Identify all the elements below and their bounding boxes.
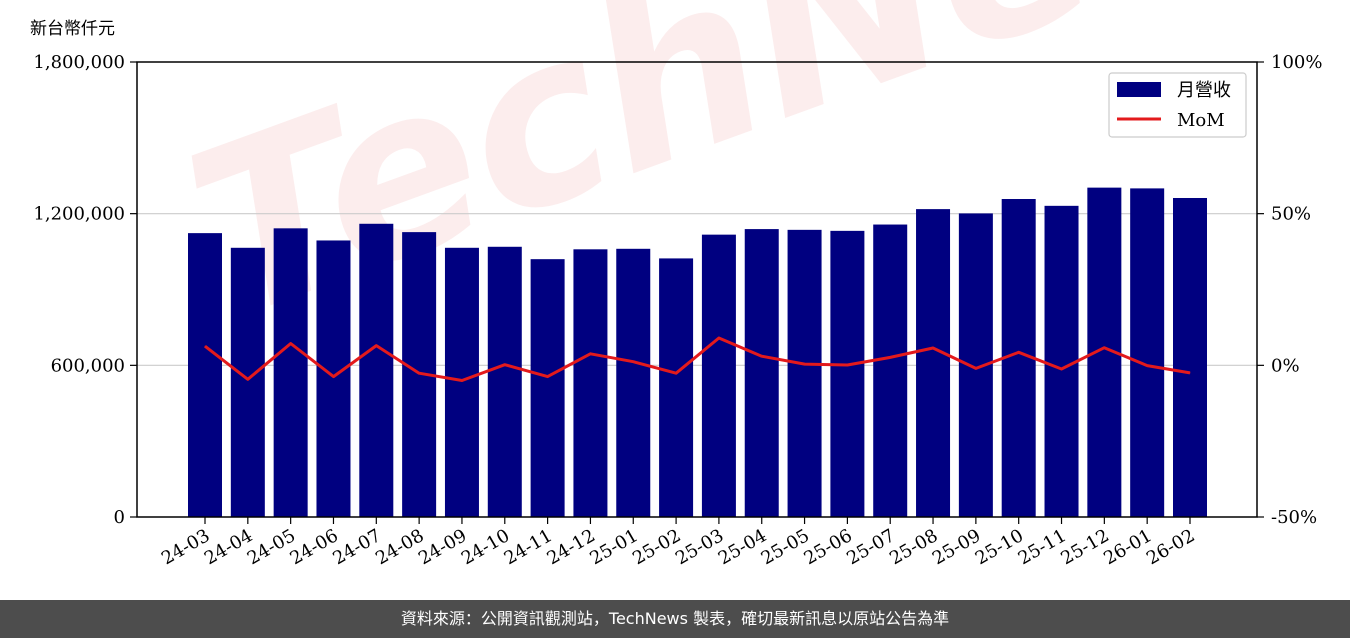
x-tick-label: 26-01 bbox=[1100, 525, 1155, 569]
bar-26-02 bbox=[1173, 197, 1207, 517]
mom-point-24-08 bbox=[418, 372, 420, 374]
bar-24-06 bbox=[316, 240, 351, 517]
x-tick-label: 25-03 bbox=[672, 525, 727, 569]
x-tick-label: 24-07 bbox=[329, 525, 384, 569]
left-axis: 0 600,000 1,200,000 1,800,000 bbox=[33, 52, 137, 528]
mom-point-26-02 bbox=[1189, 372, 1191, 374]
x-tick-label: 24-09 bbox=[415, 525, 470, 569]
legend-swatch-bar bbox=[1117, 82, 1161, 97]
mom-point-24-06 bbox=[332, 376, 334, 378]
bar-25-07 bbox=[873, 224, 908, 517]
mom-point-24-04 bbox=[247, 378, 249, 380]
mom-line bbox=[204, 336, 1191, 382]
mom-point-25-07 bbox=[889, 356, 891, 358]
right-tick-label: 0% bbox=[1271, 355, 1300, 376]
legend-label-bar: 月營收 bbox=[1177, 80, 1231, 101]
bar-25-06 bbox=[830, 230, 865, 517]
x-tick-label: 24-03 bbox=[158, 525, 213, 569]
bar-25-11 bbox=[1044, 205, 1079, 517]
bar-series bbox=[188, 187, 1207, 518]
mom-point-25-06 bbox=[846, 364, 848, 366]
x-tick-label: 24-05 bbox=[244, 525, 299, 569]
x-tick-label: 25-10 bbox=[972, 525, 1027, 569]
mom-point-25-02 bbox=[675, 372, 677, 374]
mom-point-26-01 bbox=[1146, 365, 1148, 367]
mom-point-24-09 bbox=[461, 380, 463, 381]
x-tick-label: 25-09 bbox=[929, 525, 984, 569]
bar-25-02 bbox=[659, 258, 694, 517]
bar-24-11 bbox=[530, 259, 565, 517]
mom-point-25-10 bbox=[1018, 351, 1020, 353]
x-tick-label: 24-11 bbox=[501, 525, 556, 569]
bar-24-04 bbox=[230, 247, 265, 517]
mom-point-25-08 bbox=[932, 347, 934, 349]
left-tick-label: 600,000 bbox=[51, 355, 125, 376]
x-tick-label: 24-12 bbox=[543, 525, 598, 569]
x-tick-label: 25-05 bbox=[758, 525, 813, 569]
x-axis: 24-0324-0424-0524-0624-0724-0824-0924-10… bbox=[158, 517, 1199, 569]
mom-point-25-09 bbox=[975, 367, 977, 369]
x-tick-label: 24-06 bbox=[287, 525, 342, 569]
left-tick-label: 1,200,000 bbox=[33, 204, 125, 225]
bar-25-01 bbox=[616, 248, 651, 517]
bar-24-05 bbox=[273, 228, 308, 518]
revenue-chart: 0 600,000 1,200,000 1,800,000 -50% 0% 50% 100%… bbox=[33, 52, 1322, 569]
x-tick-label: 25-08 bbox=[886, 525, 941, 569]
bar-26-01 bbox=[1130, 188, 1165, 517]
x-tick-label: 25-02 bbox=[629, 525, 684, 569]
mom-point-24-07 bbox=[375, 345, 377, 347]
bar-24-09 bbox=[444, 247, 479, 517]
right-tick-label: 50% bbox=[1271, 204, 1311, 225]
x-tick-label: 25-04 bbox=[715, 525, 770, 569]
footer-source-note: 資料來源：公開資訊觀測站，TechNews 製表，確切最新訊息以原站公告為準 bbox=[0, 600, 1350, 638]
mom-point-24-10 bbox=[504, 364, 506, 366]
bar-25-04 bbox=[744, 229, 779, 517]
right-tick-label: -50% bbox=[1271, 507, 1317, 528]
bar-24-12 bbox=[573, 249, 608, 517]
bar-25-05 bbox=[787, 229, 822, 517]
x-tick-label: 25-06 bbox=[800, 525, 855, 569]
x-tick-label: 24-04 bbox=[201, 525, 256, 569]
legend: 月營收 MoM bbox=[1108, 72, 1247, 138]
bar-25-03 bbox=[701, 234, 736, 517]
bar-24-10 bbox=[487, 246, 522, 517]
bar-24-03 bbox=[188, 233, 222, 517]
mom-point-25-04 bbox=[761, 355, 763, 357]
x-tick-label: 25-07 bbox=[843, 525, 898, 569]
mom-point-24-05 bbox=[290, 342, 292, 344]
mom-point-24-12 bbox=[589, 353, 591, 355]
line-series bbox=[204, 336, 1191, 382]
mom-point-24-03 bbox=[204, 345, 206, 347]
mom-point-25-03 bbox=[718, 337, 720, 339]
left-tick-label: 1,800,000 bbox=[33, 52, 125, 73]
mom-point-25-11 bbox=[1061, 368, 1063, 370]
left-tick-label: 0 bbox=[114, 507, 125, 528]
bar-24-07 bbox=[359, 223, 394, 517]
bar-25-08 bbox=[916, 209, 951, 517]
plot-frame bbox=[136, 61, 1258, 518]
x-tick-label: 24-10 bbox=[458, 525, 513, 569]
x-tick-label: 26-02 bbox=[1143, 525, 1198, 569]
legend-label-line: MoM bbox=[1177, 110, 1225, 131]
right-axis: -50% 0% 50% 100% bbox=[1257, 52, 1322, 528]
right-tick-label: 100% bbox=[1271, 52, 1322, 73]
mom-point-25-12 bbox=[1103, 347, 1105, 349]
y-axis-unit-label: 新台幣仟元 bbox=[30, 19, 115, 39]
mom-point-25-01 bbox=[632, 361, 634, 363]
mom-point-24-11 bbox=[547, 376, 549, 378]
x-tick-label: 25-12 bbox=[1057, 525, 1112, 569]
x-tick-label: 25-01 bbox=[586, 525, 641, 569]
mom-point-25-05 bbox=[804, 363, 806, 365]
x-tick-label: 24-08 bbox=[372, 525, 427, 569]
x-tick-label: 25-11 bbox=[1015, 525, 1070, 569]
